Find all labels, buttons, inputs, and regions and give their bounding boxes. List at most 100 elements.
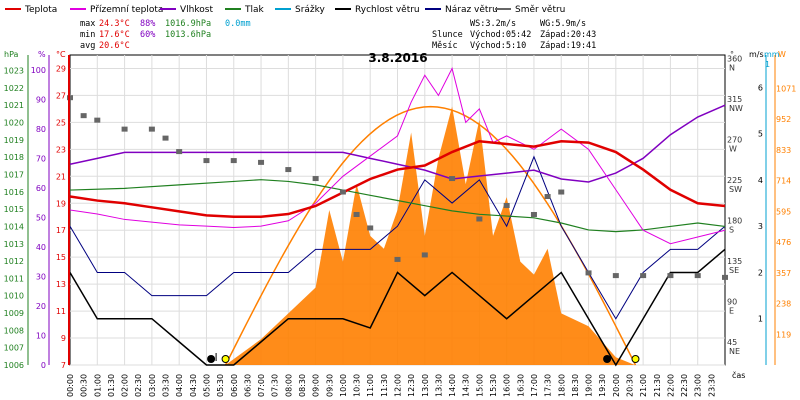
axis-solar-tick: 238 (776, 300, 791, 309)
axis-x-tick: 14:30 (462, 374, 471, 397)
legend: Teplota Přízemní teplota Vlhkost Tlak Srážky… (5, 5, 565, 15)
legend-label-smer: Směr větru (515, 5, 565, 15)
axis-solar-tick: 595 (776, 207, 791, 216)
axis-x-tick: 10:00 (339, 374, 348, 397)
axis-x-tick: 07:00 (257, 374, 266, 397)
axis-x-tick: 08:00 (284, 374, 293, 397)
chart-title: 3.8.2016 (368, 51, 427, 65)
axis-hpa-tick: 1006 (4, 361, 24, 370)
axis-x-tick: 19:30 (598, 374, 607, 397)
axis-hpa-tick: 1019 (4, 136, 24, 145)
legend-label-vlhkost: Vlhkost (180, 5, 213, 15)
stat-max-hum: 88% (140, 19, 155, 29)
smer-point (694, 273, 701, 279)
axis-x-tick: 06:30 (243, 374, 252, 397)
axis-x-label: čas (732, 370, 745, 380)
axis-hpa-tick: 1023 (4, 67, 24, 76)
smer-point (544, 194, 551, 200)
axis-dir-label: E (729, 306, 734, 315)
axis-wind-tick: 1 (758, 315, 763, 324)
moonrise-marker (207, 355, 216, 363)
axis-hpa-tick: 1014 (4, 222, 24, 231)
axis-hpa-tick: 1012 (4, 257, 24, 266)
axis-x-tick: 13:00 (421, 374, 430, 397)
axis-hum-tick: 30 (36, 272, 46, 281)
axis-x-tick: 00:30 (80, 374, 89, 397)
axis-temp-tick: 9 (61, 334, 66, 343)
axis-dir-label: NW (729, 104, 743, 113)
legend-label-srazky: Srážky (295, 5, 326, 15)
axis-x-tick: 22:30 (680, 374, 689, 397)
smer-point (285, 167, 292, 173)
axis-x-tick: 17:00 (530, 374, 539, 397)
axis-x-tick: 09:30 (325, 374, 334, 397)
stat-min-hum: 60% (140, 30, 155, 40)
axis-wind-tick: 5 (758, 130, 763, 139)
axis-dir-label: NE (729, 347, 740, 356)
axis-hpa-tick: 1013 (4, 240, 24, 249)
axis-solar-tick: 119 (776, 330, 791, 339)
legend-label-tlak: Tlak (244, 5, 265, 15)
axis-mm-tick: 1 (765, 60, 770, 69)
smer-point (203, 158, 210, 164)
axis-hum-tick: 60 (36, 184, 46, 193)
axis-x-tick: 21:30 (653, 374, 662, 397)
sunrise-marker (221, 355, 230, 363)
axis-dir-tick: 45 (727, 338, 737, 347)
axis-x-tick: 23:30 (707, 374, 716, 397)
axis-x-tick: 16:30 (516, 374, 525, 397)
stat-min-temp: 17.6°C (99, 30, 130, 40)
smer-point (258, 159, 265, 165)
smer-point (530, 211, 537, 217)
smer-point (312, 176, 319, 182)
axis-x-tick: 02:00 (121, 374, 130, 397)
stat-avg-temp: 20.6°C (99, 41, 130, 51)
axis-dir-tick: 360 (727, 55, 742, 64)
axis-dir-tick: 135 (727, 257, 742, 266)
axis-x-tick: 12:30 (407, 374, 416, 397)
stat-max-temp: 24.3°C (99, 19, 130, 29)
axis-hpa-tick: 1016 (4, 188, 24, 197)
series-naraz-vetru (69, 155, 726, 320)
smer-point (121, 126, 128, 132)
axis-solar-unit: W (778, 50, 786, 59)
axis-x-tick: 23:00 (694, 374, 703, 397)
axis-dir-label: N (729, 64, 735, 73)
axis-temp-tick: 19 (56, 199, 66, 208)
moonset-marker (603, 355, 612, 363)
axis-x-tick: 07:30 (271, 374, 280, 397)
axis-x-tick: 14:00 (448, 374, 457, 397)
smer-point (558, 189, 565, 195)
axis-hpa-tick: 1011 (4, 274, 24, 283)
axis-x-tick: 20:00 (612, 374, 621, 397)
axis-solar-tick: 357 (776, 269, 791, 278)
axis-hum-tick: 70 (36, 154, 46, 163)
axis-hum-tick: 50 (36, 213, 46, 222)
axis-hpa-tick: 1018 (4, 153, 24, 162)
axis-x-tick: 18:30 (571, 374, 580, 397)
smer-point (503, 203, 510, 209)
info-sun-set: Západ:20:43 (540, 30, 596, 40)
axis-x-tick: 04:00 (175, 374, 184, 397)
smer-point (667, 273, 674, 279)
info-moon-set: Západ:19:41 (540, 41, 596, 51)
axis-dir-tick: 225 (727, 176, 742, 185)
axis-x-tick: 21:00 (639, 374, 648, 397)
axis-x-tick: 02:30 (134, 374, 143, 397)
axis-x-tick: 03:00 (148, 374, 157, 397)
axis-hum-unit: % (38, 50, 46, 59)
stat-avg-label: avg (80, 41, 95, 51)
axis-hum-tick: 80 (36, 125, 46, 134)
smer-point (449, 176, 456, 182)
axis-hpa-tick: 1008 (4, 326, 24, 335)
axis-hpa-tick: 1010 (4, 292, 24, 301)
smer-point (230, 158, 237, 164)
axis-dir-tick: 270 (727, 136, 742, 145)
axis-temp-tick: 17 (56, 226, 66, 235)
axis-dir-unit: ° (730, 50, 734, 59)
series-prizemni-teplota (69, 67, 726, 245)
axis-x-tick: 18:00 (557, 374, 566, 397)
axis-hpa-tick: 1015 (4, 205, 24, 214)
axis-dir-tick: 315 (727, 95, 742, 104)
